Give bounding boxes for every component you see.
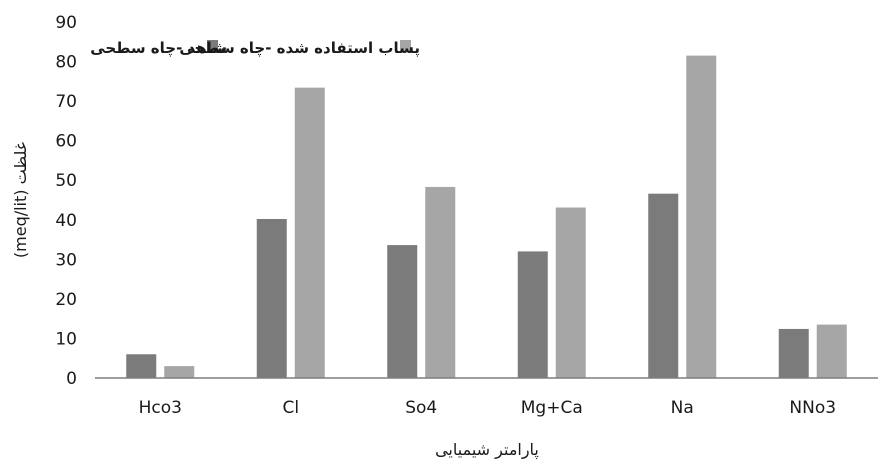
legend-label-series-2: پساب استفاده شده -چاه سطحی bbox=[179, 39, 420, 58]
legend-swatch-series-2 bbox=[400, 40, 411, 51]
x-tick-label: Hco3 bbox=[139, 398, 182, 418]
y-tick-label: 70 bbox=[55, 92, 77, 112]
y-axis-ticks: 0 10 20 30 40 50 60 70 80 90 bbox=[55, 13, 77, 389]
y-tick-label: 40 bbox=[55, 211, 77, 231]
y-tick-label: 30 bbox=[55, 250, 77, 270]
bar-1-mg-ca bbox=[517, 251, 548, 378]
bar-2-na bbox=[686, 55, 717, 378]
bar-1-cl bbox=[256, 218, 287, 378]
x-tick-label: So4 bbox=[405, 398, 437, 418]
bar-1-na bbox=[648, 193, 679, 378]
bar-2-cl bbox=[294, 87, 325, 378]
x-tick-label: NNo3 bbox=[789, 398, 836, 418]
y-tick-label: 0 bbox=[66, 369, 77, 389]
y-tick-label: 90 bbox=[55, 13, 77, 33]
y-tick-label: 50 bbox=[55, 171, 77, 191]
bar-2-nno3 bbox=[816, 324, 847, 378]
bar-2-hco3 bbox=[164, 366, 195, 378]
legend: شاهد -چاه سطحی پساب استفاده شده -چاه سطح… bbox=[90, 39, 420, 58]
bar-1-so4 bbox=[387, 245, 418, 378]
x-tick-label: Mg+Ca bbox=[521, 398, 583, 418]
bar-1-hco3 bbox=[126, 354, 157, 378]
x-axis-categories: Hco3 Cl So4 Mg+Ca Na NNo3 bbox=[139, 398, 837, 418]
y-tick-label: 60 bbox=[55, 132, 77, 152]
y-tick-label: 80 bbox=[55, 53, 77, 73]
x-axis-label: پارامتر شیمیایی bbox=[435, 440, 539, 460]
bar-2-mg-ca bbox=[555, 207, 586, 378]
x-tick-label: Na bbox=[671, 398, 694, 418]
bar-2-so4 bbox=[425, 186, 456, 378]
x-tick-label: Cl bbox=[282, 398, 299, 418]
bars bbox=[126, 55, 847, 378]
y-tick-label: 10 bbox=[55, 329, 77, 349]
y-tick-label: 20 bbox=[55, 290, 77, 310]
y-axis-label: غلظت (meq/lit) bbox=[11, 142, 30, 258]
legend-label-series-1: شاهد -چاه سطحی bbox=[90, 39, 227, 58]
bar-1-nno3 bbox=[778, 328, 809, 378]
legend-swatch-series-1 bbox=[207, 40, 218, 51]
